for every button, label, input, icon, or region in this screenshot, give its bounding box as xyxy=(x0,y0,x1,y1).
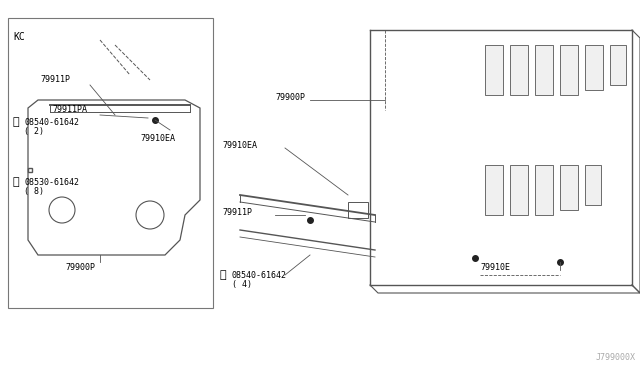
Text: ( 2): ( 2) xyxy=(24,127,44,136)
Bar xyxy=(8,18,213,308)
Text: Ⓢ: Ⓢ xyxy=(12,177,19,187)
Text: J799000X: J799000X xyxy=(596,353,636,362)
Text: 79900P: 79900P xyxy=(275,93,305,102)
Bar xyxy=(485,165,503,215)
Text: 79911P: 79911P xyxy=(40,75,70,84)
Text: 08540-61642: 08540-61642 xyxy=(232,271,287,280)
Bar xyxy=(585,45,603,90)
Bar xyxy=(510,45,528,95)
Bar xyxy=(348,202,368,218)
Text: 79900P: 79900P xyxy=(65,263,95,272)
Bar xyxy=(560,45,578,95)
Bar xyxy=(535,45,553,95)
Text: 79911P: 79911P xyxy=(222,208,252,217)
Bar xyxy=(610,45,626,85)
Text: ( 4): ( 4) xyxy=(232,280,252,289)
Text: 79910EA: 79910EA xyxy=(222,141,257,150)
Text: 79911PA: 79911PA xyxy=(52,105,87,114)
Text: 08530-61642: 08530-61642 xyxy=(24,178,79,187)
Bar xyxy=(510,165,528,215)
Text: 79910E: 79910E xyxy=(480,263,510,272)
Text: 08540-61642: 08540-61642 xyxy=(24,118,79,127)
Text: 79910EA: 79910EA xyxy=(140,134,175,143)
Text: Ⓢ: Ⓢ xyxy=(12,117,19,127)
Bar xyxy=(560,165,578,210)
Bar xyxy=(585,165,601,205)
Text: Ⓢ: Ⓢ xyxy=(220,270,227,280)
Bar xyxy=(535,165,553,215)
Text: ( 8): ( 8) xyxy=(24,187,44,196)
Text: KC: KC xyxy=(13,32,25,42)
Bar xyxy=(485,45,503,95)
